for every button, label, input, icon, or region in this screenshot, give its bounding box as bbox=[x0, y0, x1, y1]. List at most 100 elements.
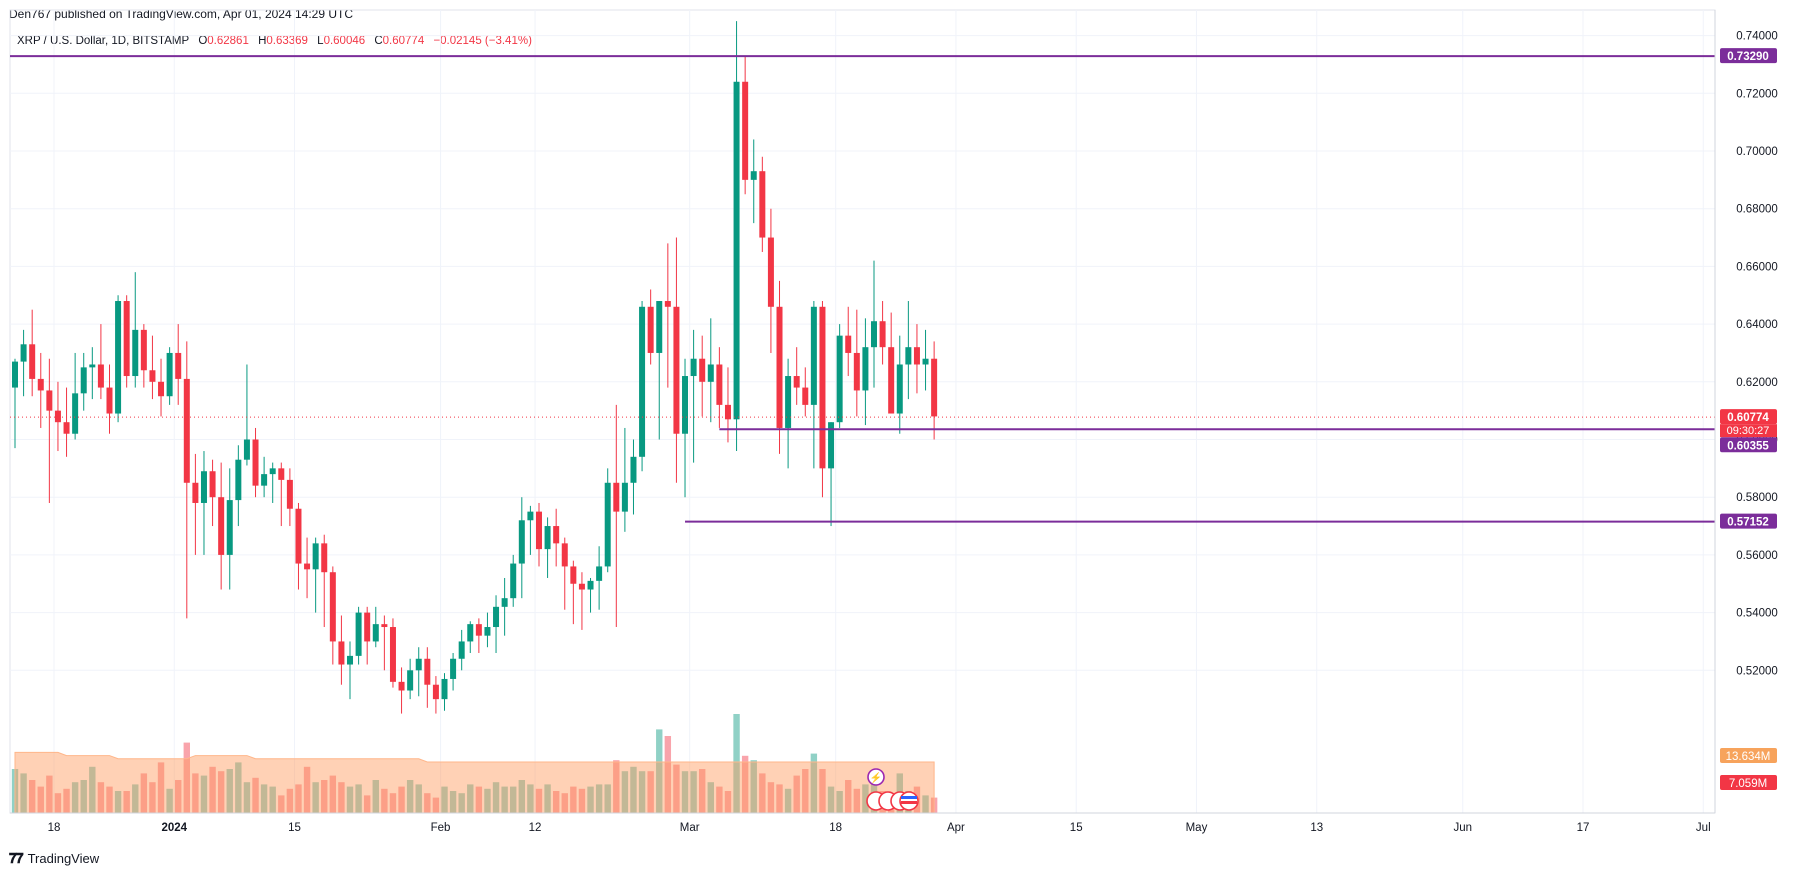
volume-bar bbox=[149, 782, 156, 813]
time-axis[interactable]: 18202415Feb12Mar18Apr15May13Jun17Jul15 bbox=[10, 812, 1794, 834]
volume-bar bbox=[97, 782, 105, 813]
volume-bar bbox=[853, 788, 861, 813]
candle-body bbox=[510, 563, 517, 599]
candle-body bbox=[656, 301, 663, 353]
candle-body bbox=[922, 358, 929, 365]
time-tick-label: 12 bbox=[529, 822, 542, 834]
candle-body bbox=[347, 655, 354, 665]
candle-body bbox=[621, 482, 628, 512]
candle-body bbox=[372, 624, 379, 642]
candle-body bbox=[63, 422, 70, 434]
volume-value-label-bg bbox=[1720, 775, 1777, 790]
candle-body bbox=[888, 347, 895, 414]
symbol-title[interactable]: XRP / U.S. Dollar, 1D, BITSTAMP bbox=[17, 35, 190, 47]
candle-body bbox=[776, 306, 783, 428]
price-tick-label: 0.54000 bbox=[1736, 608, 1778, 620]
candle-body bbox=[527, 511, 534, 521]
candle-body bbox=[467, 624, 474, 642]
time-tick-label: Mar bbox=[680, 822, 700, 834]
candle-body bbox=[742, 81, 749, 180]
footer-brand[interactable]: 𝟕𝟕 TradingView bbox=[9, 850, 99, 867]
candle-body bbox=[785, 376, 792, 428]
volume-bar bbox=[561, 793, 568, 813]
candle-body bbox=[493, 606, 500, 628]
volume-bar bbox=[656, 729, 663, 813]
volume-value-label: 7.059M bbox=[1729, 778, 1767, 790]
candle-body bbox=[759, 171, 766, 238]
candle-body bbox=[613, 482, 620, 512]
open-value: 0.62861 bbox=[207, 35, 249, 47]
volume-bar bbox=[467, 784, 474, 813]
candle-body bbox=[46, 390, 53, 411]
horizontal-levels[interactable] bbox=[10, 55, 1715, 523]
candle-body bbox=[29, 344, 36, 379]
volume-bar bbox=[46, 775, 53, 813]
time-tick-label: 18 bbox=[829, 822, 842, 834]
volume-bar bbox=[37, 786, 44, 813]
time-tick-label: Jul bbox=[1696, 822, 1711, 834]
volume-bar bbox=[707, 782, 714, 813]
time-tick-label: 15 bbox=[1070, 822, 1083, 834]
candle-body bbox=[115, 301, 122, 414]
time-tick-label: Jun bbox=[1453, 822, 1472, 834]
candle-body bbox=[828, 422, 835, 469]
time-tick-label: Feb bbox=[431, 822, 451, 834]
volume-bar bbox=[699, 769, 706, 813]
dividend-event-icon[interactable] bbox=[867, 768, 885, 786]
candle-body bbox=[432, 684, 439, 700]
time-tick-label: 2024 bbox=[161, 822, 187, 834]
volume-bar bbox=[673, 764, 680, 813]
volume-bar bbox=[80, 780, 87, 813]
volume-bar bbox=[183, 742, 190, 813]
candle-body bbox=[218, 497, 225, 555]
candle-body bbox=[140, 329, 147, 371]
volume-bar bbox=[784, 788, 792, 813]
volume-bar bbox=[819, 769, 826, 813]
volume-bar bbox=[89, 766, 96, 813]
volume-bar bbox=[363, 795, 371, 813]
volume-bar bbox=[535, 788, 543, 813]
candle-body bbox=[767, 237, 774, 307]
plot-frame bbox=[9, 9, 1716, 814]
price-tick-label: 0.72000 bbox=[1736, 88, 1778, 100]
candle-body bbox=[97, 364, 104, 388]
volume-bar bbox=[303, 766, 311, 813]
volume-ma-fill bbox=[14, 751, 935, 814]
candle-body bbox=[836, 335, 843, 423]
candle-body bbox=[209, 471, 216, 498]
low-value: 0.60046 bbox=[323, 35, 366, 47]
price-axis[interactable]: 0.520000.540000.560000.580000.600000.620… bbox=[1714, 0, 1778, 813]
volume-bar bbox=[269, 786, 276, 813]
candle-body bbox=[200, 471, 207, 503]
candle-body bbox=[192, 482, 199, 503]
candle-body bbox=[475, 624, 482, 636]
candle-body bbox=[913, 347, 920, 365]
volume-bar bbox=[759, 773, 766, 813]
candle-body bbox=[278, 468, 285, 480]
candle-body bbox=[535, 511, 542, 550]
level-price-label-bg bbox=[1720, 513, 1777, 529]
volume-bar bbox=[192, 773, 199, 813]
candle-body bbox=[750, 171, 757, 180]
volume-bar bbox=[295, 784, 302, 813]
candle-body bbox=[364, 612, 371, 642]
candle-body bbox=[106, 387, 113, 414]
candle-body bbox=[553, 526, 560, 544]
candle-body bbox=[905, 347, 912, 365]
candle-body bbox=[304, 563, 311, 570]
volume-bar bbox=[63, 788, 70, 813]
candle-body bbox=[20, 344, 27, 362]
price-tick-label: 0.56000 bbox=[1736, 550, 1778, 562]
volume-bar bbox=[595, 784, 603, 813]
volume-bar bbox=[406, 780, 414, 813]
level-price-label-bg bbox=[1720, 437, 1777, 453]
volume-bar bbox=[621, 771, 629, 813]
chart-events[interactable]: ⚡ bbox=[866, 768, 919, 811]
price-tick-label: 0.64000 bbox=[1736, 319, 1778, 331]
candle-body bbox=[226, 500, 233, 555]
low-label: L bbox=[317, 35, 324, 47]
volume-bar bbox=[922, 795, 929, 813]
candle-body bbox=[630, 456, 637, 483]
candle-body bbox=[604, 482, 611, 567]
